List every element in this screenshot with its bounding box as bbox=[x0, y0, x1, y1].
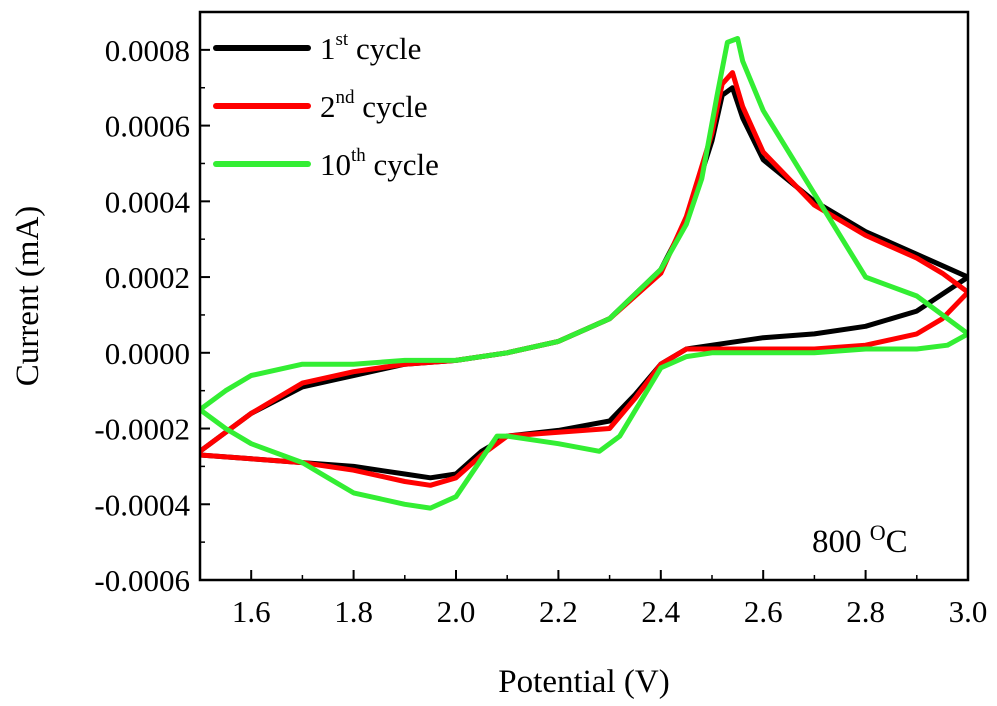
series-line-3 bbox=[200, 36, 968, 511]
x-tick-label: 2.2 bbox=[539, 594, 578, 629]
x-tick-label: 1.6 bbox=[232, 594, 271, 629]
legend-label-sup: nd bbox=[336, 87, 356, 108]
legend-label-base: 1 bbox=[320, 31, 336, 66]
y-tick-label: 0.0000 bbox=[105, 336, 190, 371]
legend-label-1: 1st cycle bbox=[320, 29, 421, 66]
y-tick-label: 0.0008 bbox=[105, 33, 190, 68]
plot-frame bbox=[198, 10, 970, 582]
y-axis-title: Current (mA) bbox=[10, 206, 46, 387]
x-axis-title: Potential (V) bbox=[498, 664, 669, 700]
x-tick-label: 2.4 bbox=[641, 594, 680, 629]
legend-label-2: 2nd cycle bbox=[320, 87, 428, 124]
annotation-degree: O bbox=[870, 520, 886, 545]
legend-label-sup: th bbox=[351, 145, 366, 166]
legend-label-3: 10th cycle bbox=[320, 145, 439, 182]
y-tick-label: -0.0004 bbox=[94, 487, 190, 522]
x-tick-label: 2.0 bbox=[437, 594, 476, 629]
y-tick-label: -0.0006 bbox=[94, 563, 190, 598]
series-layer bbox=[200, 36, 968, 511]
legend-label-tail: cycle bbox=[355, 89, 428, 124]
temperature-annotation: 800 OC bbox=[812, 520, 908, 560]
annotation-unit: C bbox=[886, 524, 908, 560]
tick-labels-layer: 1.6 1.8 2.0 2.2 2.4 2.6 2.8 3.0 -0.0006 -0.0004 -0… bbox=[94, 33, 987, 629]
x-tick-label: 1.8 bbox=[334, 594, 373, 629]
legend-label-base: 10 bbox=[320, 147, 351, 182]
series-line-1 bbox=[200, 85, 968, 481]
x-tick-label: 3.0 bbox=[949, 594, 988, 629]
ticks-layer bbox=[199, 11, 969, 581]
x-tick-label: 2.8 bbox=[846, 594, 885, 629]
legend-label-tail: cycle bbox=[348, 31, 421, 66]
legend-label-sup: st bbox=[336, 29, 349, 50]
annotation-value: 800 bbox=[812, 524, 870, 560]
legend-label-base: 2 bbox=[320, 89, 336, 124]
legend-label-tail: cycle bbox=[366, 147, 439, 182]
y-tick-label: 0.0002 bbox=[105, 260, 190, 295]
y-tick-label: -0.0002 bbox=[94, 412, 190, 447]
y-tick-label: 0.0006 bbox=[105, 109, 190, 144]
y-tick-label: 0.0004 bbox=[105, 184, 191, 219]
x-tick-label: 2.6 bbox=[744, 594, 783, 629]
